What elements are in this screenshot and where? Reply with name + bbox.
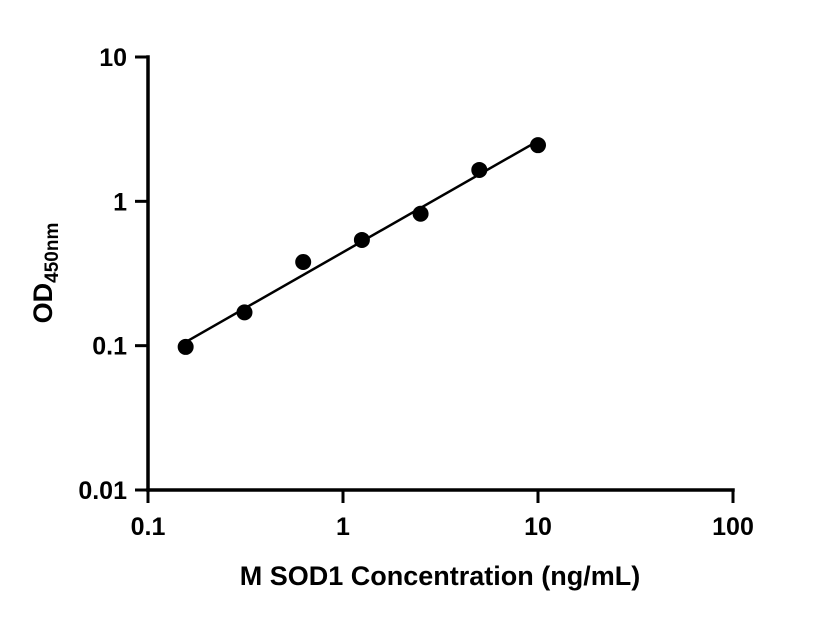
x-tick-label: 1 <box>336 513 350 541</box>
data-point <box>530 137 546 154</box>
data-point <box>471 161 488 178</box>
axes <box>146 55 735 492</box>
x-tick-label: 10 <box>524 513 552 541</box>
x-tick-label: 100 <box>712 513 754 541</box>
y-tick-label: 10 <box>99 44 127 72</box>
data-point <box>353 231 370 248</box>
data-points <box>177 137 546 355</box>
y-axis-title-main: OD <box>28 283 58 324</box>
y-tick-label: 1 <box>113 188 127 216</box>
axis-ticks <box>135 55 735 503</box>
x-axis-title: M SOD1 Concentration (ng/mL) <box>240 561 641 591</box>
data-point <box>177 338 194 355</box>
data-point <box>236 304 253 321</box>
data-point <box>412 205 429 222</box>
y-axis-title-subscript: 450nm <box>42 223 63 283</box>
x-tick-label: 0.1 <box>131 513 166 541</box>
data-point <box>295 253 312 270</box>
y-tick-label: 0.1 <box>92 333 127 361</box>
y-tick-label: 0.01 <box>78 477 127 505</box>
y-axis-title: OD450nm <box>28 223 63 324</box>
